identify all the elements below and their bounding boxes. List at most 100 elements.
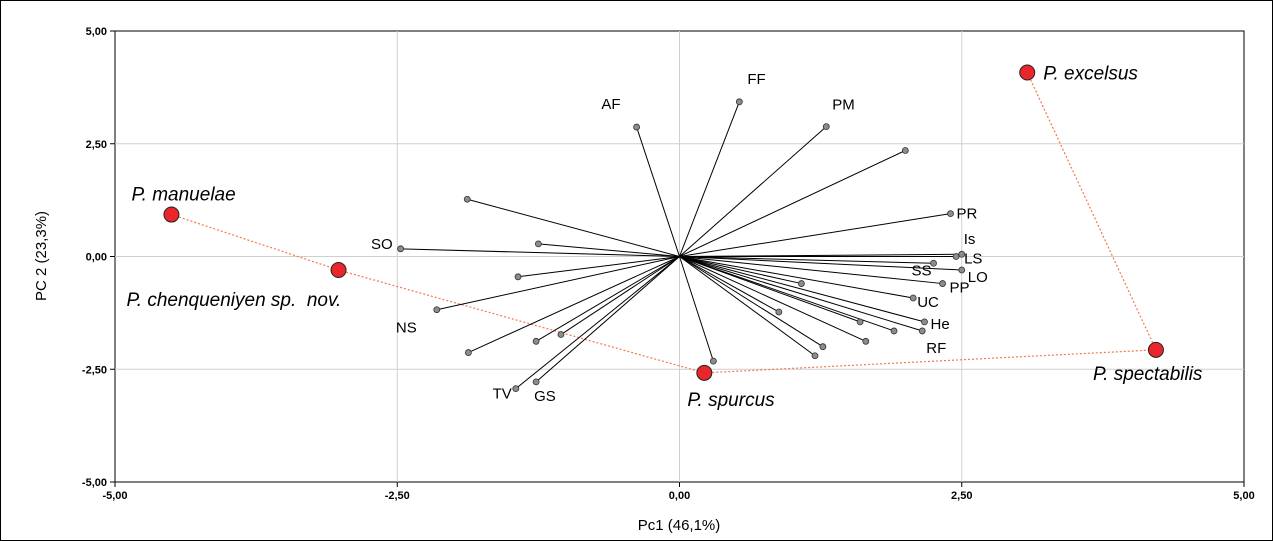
variable-label: RF [926,340,946,357]
y-tick-labels: 5,00 2,50 0,00 -2,50 -5,00 [82,26,115,489]
variable-vector [679,256,962,271]
variable-vector [636,126,680,257]
species-point [163,206,180,223]
variable-vector [467,198,680,257]
variable-point [557,331,565,338]
variable-label: Is [964,231,976,248]
variable-vector [679,256,816,357]
variable-vector [679,256,925,323]
variable-label: FF [747,71,765,88]
variable-point [952,253,960,260]
variable-point [514,273,522,281]
variable-point [890,327,898,335]
variable-point [512,385,520,393]
variable-point [939,280,946,287]
variable-vector [436,256,680,311]
variable-point [463,195,471,203]
variable-vector [679,256,861,323]
y-tick-label: 5,00 [86,26,107,38]
variable-point [798,280,805,287]
variable-point [921,318,928,326]
variable-label: PP [950,280,970,297]
x-axis-label: Pc1 (46,1%) [638,517,721,534]
variable-point [397,245,405,253]
x-tick-label: -2,50 [385,490,410,502]
variable-point [633,123,640,131]
species-point [1147,341,1164,358]
variable-label: SS [912,262,932,279]
variable-label: SO [371,236,393,253]
variable-vector [679,256,914,299]
variable-label: LS [964,251,982,268]
variable-vector [517,256,680,278]
variable-vector [679,256,824,348]
variable-vector [679,256,923,332]
species-point [696,364,713,381]
x-tick-label: -5,00 [102,490,127,502]
variable-vector [535,256,680,342]
variable-vector [679,256,714,362]
variable-vector [515,256,680,390]
species-label: P. excelsus [1043,63,1138,84]
variable-vector [400,248,680,257]
variable-point [862,337,870,345]
y-tick-label: 0,00 [86,252,107,264]
variable-label: UC [917,294,939,311]
variable-point [819,343,827,351]
variable-vector [679,256,802,285]
variable-point [947,210,954,218]
variable-point [909,294,917,302]
variable-label: AF [601,96,620,113]
variable-vector [538,243,680,257]
variable-point [709,357,717,365]
variable-vector [679,256,943,285]
variable-vector [468,256,680,354]
x-tick-label: 2,50 [951,490,972,502]
variable-label: PR [956,206,977,223]
species-point [1019,64,1036,81]
variable-label: PM [832,97,855,114]
variable-point [735,98,743,106]
variable-point [532,337,540,345]
variable-label: NS [396,320,417,337]
variable-point [958,250,966,258]
species-point [330,262,347,279]
variable-point [856,318,864,326]
species-label: P. manuelae [131,185,235,206]
y-tick-label: -5,00 [82,477,107,489]
variable-point [532,378,540,386]
variable-point [822,123,830,131]
y-axis-label: PC 2 (23,3%) [33,211,50,301]
variable-vector [535,256,680,383]
variable-vector [560,256,680,335]
x-tick-label: 0,00 [669,490,690,502]
variable-vector [679,256,934,264]
variable-point [901,147,909,154]
variable-vector [679,256,895,332]
variable-point [464,349,472,356]
species-label: P. chenqueniyen sp. nov. [127,290,342,311]
x-tick-labels: -5,00 -2,50 0,00 2,50 5,00 [102,482,1255,502]
variable-label: LO [968,269,988,286]
variable-point [958,266,966,274]
variable-point [775,308,783,316]
variable-point [918,327,926,335]
variable-vector [679,101,740,257]
x-tick-label: 5,00 [1233,490,1254,502]
variable-vector [679,256,866,342]
variable-point [930,259,937,267]
species-label: P. spectabilis [1093,364,1203,385]
variable-point [811,352,819,360]
y-tick-label: -2,50 [82,364,107,376]
variable-point [534,240,542,248]
species-points: P. excelsus P. manuelae P. chenqueniyen sp… [127,63,1203,410]
variable-vector [679,213,951,257]
variable-vector [679,150,906,257]
species-label: P. spurcus [687,390,775,411]
variable-label: GS [534,388,556,405]
variable-label: TV [493,386,512,403]
variable-point [433,306,441,314]
variable-label: He [930,316,949,333]
